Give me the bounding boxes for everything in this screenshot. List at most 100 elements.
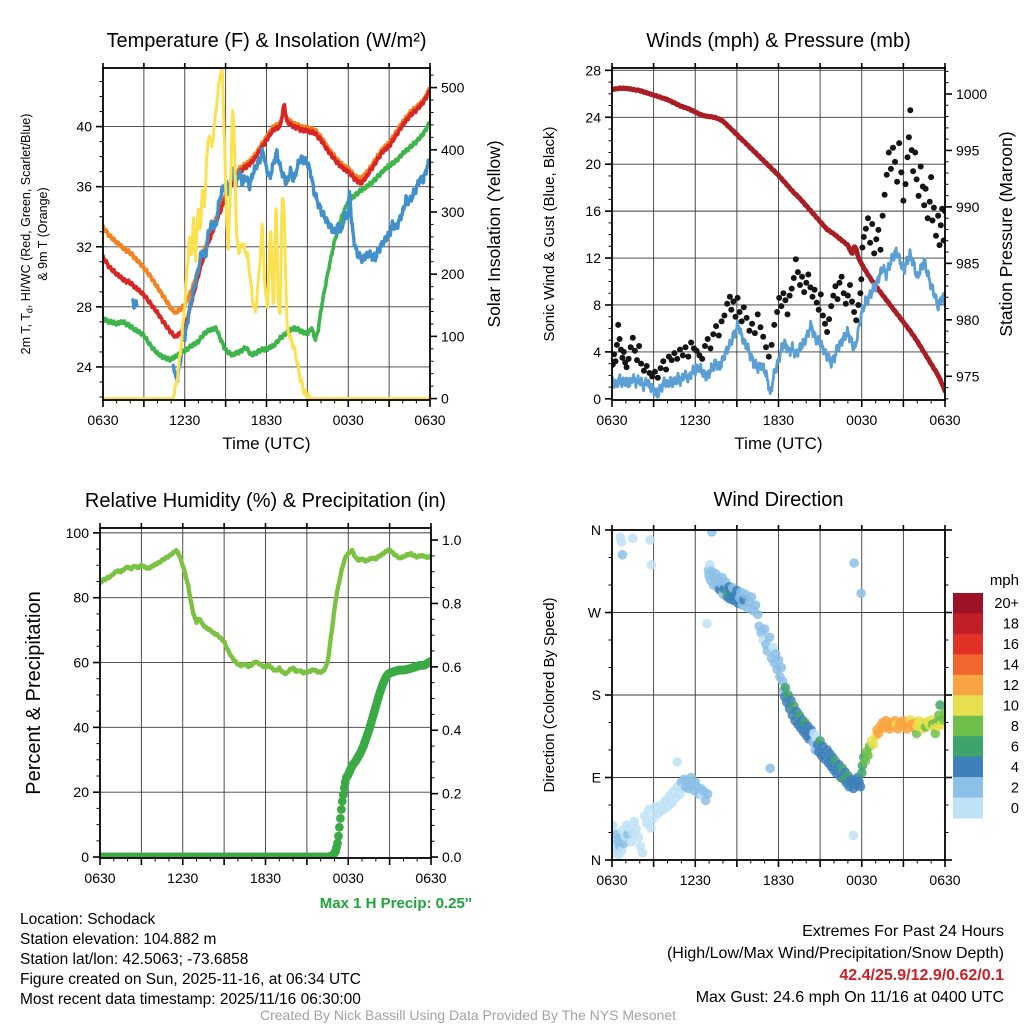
svg-text:200: 200 (441, 266, 465, 282)
gridlines (612, 68, 945, 400)
svg-text:18: 18 (1003, 617, 1019, 633)
svg-text:990: 990 (956, 199, 980, 215)
svg-text:N: N (591, 852, 601, 868)
svg-text:1230: 1230 (680, 412, 711, 428)
station-info-block: Location: Schodack Station elevation: 10… (20, 910, 361, 1010)
left-axis-label: 2m T, Td, HI/WC (Red, Green, Scarlet/Blu… (19, 114, 35, 355)
svg-text:6: 6 (1011, 739, 1019, 755)
svg-text:4: 4 (1011, 760, 1019, 776)
svg-text:0630: 0630 (596, 412, 627, 428)
svg-text:20: 20 (585, 156, 601, 172)
speed-colorbar: 20+ 18 16 14 12 10 8 6 4 2 0 mph (953, 572, 1019, 819)
svg-text:14: 14 (1003, 658, 1019, 674)
svg-text:1230: 1230 (167, 870, 198, 886)
axis-ticks (96, 63, 437, 407)
station-latlon: Station lat/lon: 42.5063; -73.6858 (20, 951, 249, 968)
svg-text:40: 40 (73, 719, 89, 735)
svg-text:12: 12 (585, 250, 601, 266)
extremes-block: Extremes For Past 24 Hours (High/Low/Max… (667, 921, 1004, 1009)
chart-title: Relative Humidity (%) & Precipitation (i… (85, 490, 446, 512)
svg-text:8: 8 (1011, 719, 1019, 735)
chart-title: Temperature (F) & Insolation (W/m²) (106, 30, 426, 52)
colorbar-title: mph (990, 572, 1019, 589)
svg-text:500: 500 (441, 80, 465, 96)
svg-text:1830: 1830 (763, 872, 794, 888)
x-axis-label: Time (UTC) (222, 434, 310, 453)
svg-text:1000: 1000 (956, 86, 987, 102)
svg-text:N: N (591, 522, 601, 538)
svg-text:24: 24 (585, 109, 601, 125)
station-location: Location: Schodack (20, 911, 156, 928)
svg-text:0: 0 (1011, 801, 1019, 817)
svg-text:0030: 0030 (846, 412, 877, 428)
svg-text:24: 24 (76, 359, 92, 375)
axis-ticks (605, 525, 952, 867)
svg-text:0030: 0030 (333, 870, 364, 886)
svg-text:E: E (592, 770, 601, 786)
series-temp-2m (103, 88, 430, 339)
svg-text:10: 10 (1003, 699, 1019, 715)
svg-text:0630: 0630 (415, 870, 446, 886)
axis-tick-labels: 0630 1230 1830 0030 0630 0 4 8 12 16 20 24 28 975 980 9… (585, 62, 987, 428)
series-station-pressure (612, 85, 945, 394)
winds-pressure-chart: 0630 1230 1830 0030 0630 0 4 8 12 16 20 24 28 975 980 9… (541, 30, 1016, 453)
left-axis-label: Percent & Precipitation (23, 591, 45, 794)
svg-text:975: 975 (956, 368, 980, 384)
svg-text:100: 100 (441, 328, 465, 344)
svg-text:20: 20 (73, 784, 89, 800)
svg-text:0: 0 (441, 391, 449, 407)
gridlines (100, 528, 431, 858)
axis-ticks (605, 63, 952, 407)
svg-text:0630: 0630 (414, 412, 445, 428)
series-dewpoint-2m (103, 120, 430, 363)
svg-text:0.0: 0.0 (442, 849, 462, 865)
svg-text:0030: 0030 (846, 872, 877, 888)
svg-text:S: S (592, 687, 601, 703)
svg-text:40: 40 (76, 119, 92, 135)
axis-tick-labels: 0630 1230 1830 0030 0630 N E S W N (588, 522, 961, 888)
svg-text:28: 28 (585, 62, 601, 78)
svg-text:4: 4 (593, 344, 601, 360)
svg-text:1.0: 1.0 (442, 532, 462, 548)
svg-text:0630: 0630 (929, 872, 960, 888)
gridlines (612, 530, 945, 860)
svg-text:8: 8 (593, 297, 601, 313)
temperature-insolation-chart: 0630 1230 1830 0030 063024283236400100200300… (19, 30, 504, 453)
svg-text:0.6: 0.6 (442, 659, 462, 675)
rh-precip-chart: 0630 1230 1830 0030 0630 0 20 40 60 80 100 0.0 0.2 0.… (23, 490, 462, 886)
svg-text:0630: 0630 (87, 412, 118, 428)
right-axis-label: Solar Insolation (Yellow) (484, 140, 504, 327)
svg-text:1230: 1230 (169, 412, 200, 428)
chart-title: Winds (mph) & Pressure (mb) (646, 30, 911, 52)
svg-text:0630: 0630 (84, 870, 115, 886)
svg-text:1830: 1830 (763, 412, 794, 428)
svg-text:2: 2 (1011, 780, 1019, 796)
svg-text:1230: 1230 (680, 872, 711, 888)
series-wind-gusts (612, 107, 945, 381)
svg-text:0030: 0030 (333, 412, 364, 428)
extremes-values: 42.4/25.9/12.9/0.62/0.1 (839, 967, 1004, 984)
left-axis-label: Sonic Wind & Gust (Blue, Black) (541, 126, 558, 341)
svg-text:0.4: 0.4 (442, 722, 462, 738)
series-relative-humidity (100, 547, 431, 677)
svg-text:980: 980 (956, 312, 980, 328)
data-timestamp: Most recent data timestamp: 2025/11/16 0… (20, 991, 361, 1008)
svg-text:100: 100 (66, 525, 90, 541)
svg-text:1830: 1830 (250, 870, 281, 886)
svg-text:36: 36 (76, 179, 92, 195)
series-direction-by-speed (612, 530, 945, 860)
svg-text:400: 400 (441, 142, 465, 158)
extremes-title: Extremes For Past 24 Hours (802, 923, 1004, 940)
right-axis-label: Station Pressure (Maroon) (996, 131, 1016, 336)
axis-ticks (93, 523, 438, 865)
station-elevation: Station elevation: 104.882 m (20, 931, 217, 948)
svg-text:995: 995 (956, 142, 980, 158)
svg-text:985: 985 (956, 255, 980, 271)
svg-text:20+: 20+ (994, 596, 1019, 612)
credit-line: Created By Nick Bassill Using Data Provi… (259, 1007, 677, 1023)
max-gust-line: Max Gust: 24.6 mph On 11/16 at 0400 UTC (695, 989, 1004, 1006)
svg-text:80: 80 (73, 590, 89, 606)
svg-text:0.8: 0.8 (442, 595, 462, 611)
